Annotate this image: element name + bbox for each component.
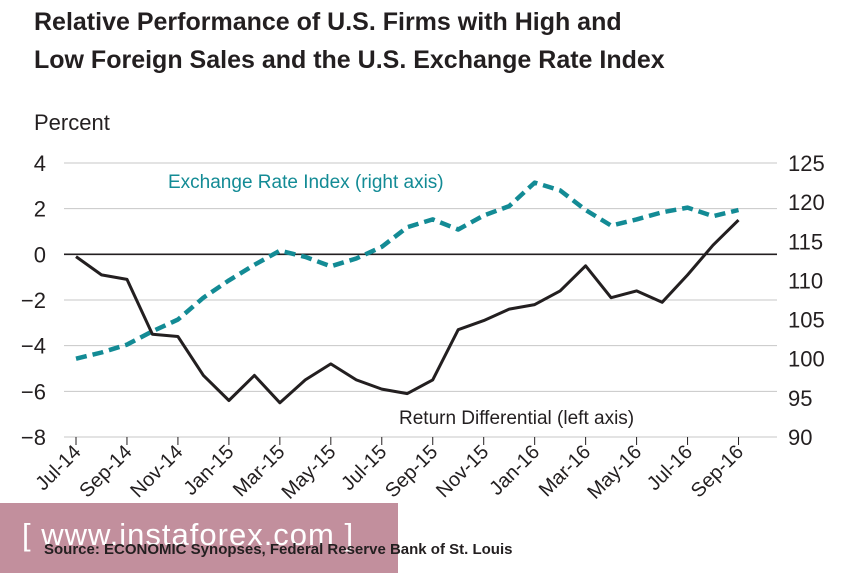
chart-title-line-1: Relative Performance of U.S. Firms with … — [34, 8, 622, 36]
x-axis-tick-label: Sep-15 — [381, 441, 442, 502]
left-axis-tick-label: −2 — [21, 288, 46, 313]
return-differential-line — [75, 219, 740, 405]
right-axis-tick-label: 105 — [788, 308, 825, 333]
left-axis-tick-label: 4 — [34, 151, 46, 176]
left-axis-unit-label: Percent — [34, 110, 110, 135]
left-axis-tick-label: −4 — [21, 334, 46, 359]
x-axis-tick-label: Nov-14 — [126, 441, 187, 502]
x-axis-tick-label: Mar-16 — [535, 441, 595, 501]
right-axis-tick-label: 100 — [788, 347, 825, 372]
right-axis-tick-label: 125 — [788, 151, 825, 176]
exchange-rate-series-label: Exchange Rate Index (right axis) — [168, 172, 444, 193]
series-layer — [75, 180, 740, 405]
axes-layer: 420−2−4−6−81251201151101051009590Jul-14S… — [21, 151, 825, 504]
left-axis-tick-label: 2 — [34, 197, 46, 222]
right-axis-tick-label: 90 — [788, 425, 812, 450]
x-axis-tick-label: May-15 — [278, 441, 341, 504]
right-axis-tick-label: 115 — [788, 229, 823, 254]
source-note: Source: ECONOMIC Synopses, Federal Reser… — [44, 541, 512, 558]
return-differential-series-label: Return Differential (left axis) — [399, 408, 634, 429]
left-axis-tick-label: −6 — [21, 379, 46, 404]
x-axis-tick-label: Jan-15 — [180, 441, 239, 500]
x-axis-tick-label: Jan-16 — [485, 441, 544, 500]
left-axis-tick-label: −8 — [21, 425, 46, 450]
chart-title-line-2: Low Foreign Sales and the U.S. Exchange … — [34, 46, 665, 74]
x-axis-tick-label: Sep-14 — [75, 441, 136, 502]
x-axis-tick-label: Mar-15 — [229, 441, 289, 501]
right-axis-tick-label: 95 — [788, 386, 812, 411]
x-axis-tick-label: Sep-16 — [687, 441, 748, 502]
watermark-text: [ www.instaforex.com ] — [22, 517, 354, 552]
left-axis-tick-label: 0 — [34, 242, 46, 267]
right-axis-tick-label: 110 — [788, 268, 823, 293]
x-axis-tick-label: Nov-15 — [432, 441, 493, 502]
label-layer: Exchange Rate Index (right axis) Return D… — [168, 172, 634, 429]
watermark-band — [0, 503, 398, 573]
exchange-rate-index-line — [75, 180, 740, 361]
x-axis-tick-label: May-16 — [583, 441, 646, 504]
right-axis-tick-label: 120 — [788, 190, 825, 215]
